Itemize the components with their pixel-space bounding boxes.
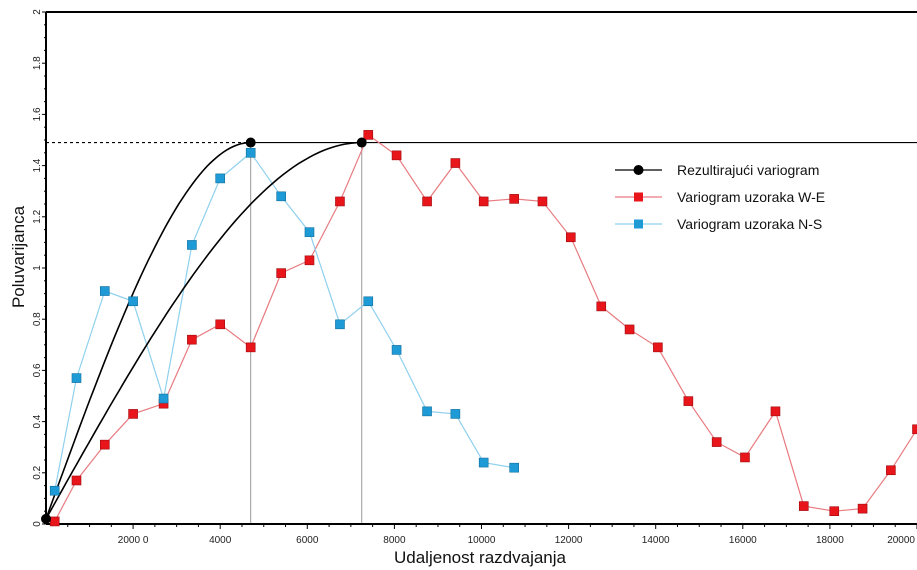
y-tick-label: 1 [32, 265, 43, 271]
series-ns-marker [128, 296, 138, 307]
y-tick-label: 1.4 [32, 158, 43, 172]
model-curve-long-range [45, 141, 362, 520]
series-we-marker [71, 475, 82, 486]
series-we-marker [711, 437, 722, 447]
y-tick-label: 0.6 [32, 363, 43, 377]
x-tick-label: 10000 [468, 535, 496, 546]
legend-marker [633, 165, 644, 175]
x-tick-label: 8000 [383, 535, 406, 546]
y-axis-label: Poluvarijanca [9, 205, 28, 308]
series-ns-marker [422, 406, 432, 417]
series-we-marker [128, 409, 138, 419]
series-we-marker [537, 196, 548, 207]
series-we-marker [857, 503, 868, 514]
x-tick-label: 4000 [209, 535, 232, 546]
series-we-marker [215, 319, 225, 330]
series-we-marker [99, 439, 110, 450]
model-curve-short-range [45, 141, 251, 520]
x-tick-label: 18000 [816, 535, 844, 546]
y-tick-label: 0 [32, 521, 43, 527]
legend: Rezultirajući variogram Variogram uzoraka… [615, 162, 825, 232]
model-point [356, 137, 367, 148]
series-ns-marker [187, 240, 197, 250]
series-we-marker [391, 150, 402, 161]
series-we-marker [478, 196, 489, 207]
series-ns-marker [158, 393, 169, 404]
x-tick-label: 16000 [729, 535, 757, 546]
series-we-marker [450, 158, 461, 168]
data-markers [41, 130, 917, 527]
series-we-marker [363, 130, 374, 140]
series-we-marker [886, 465, 896, 476]
series-we-marker [624, 324, 635, 335]
series-we-marker [596, 301, 607, 312]
series-we-marker [276, 268, 286, 278]
series-we-marker [653, 342, 663, 353]
x-tick-label: 14000 [642, 535, 670, 546]
series-we-marker [912, 424, 917, 435]
series-ns-marker [49, 485, 60, 496]
x-tick-label: 6000 [296, 535, 319, 546]
series-ns-marker [276, 191, 286, 202]
x-tick-label: 2000 0 [118, 535, 149, 546]
y-tick-label: 1.6 [32, 107, 43, 121]
series-ns-marker [335, 319, 345, 330]
series-ns-marker [450, 409, 461, 419]
legend-label: Variogram uzoraka W-E [677, 189, 825, 205]
y-tick-label: 0.2 [32, 465, 43, 479]
axes: 2000 0 4000 6000 8000 10000 12000 14000 16000 18… [32, 9, 917, 546]
series-we-marker [798, 501, 809, 511]
y-tick-label: 1.8 [32, 56, 43, 70]
series-ns-marker [304, 227, 315, 237]
series-ns-marker [215, 173, 225, 184]
legend-label: Rezultirajući variogram [677, 162, 819, 178]
series-we-marker [187, 334, 197, 345]
model-point [245, 137, 256, 148]
series-ns-marker [478, 457, 489, 468]
series-we-marker [829, 506, 840, 517]
y-tick-label: 0.8 [32, 312, 43, 326]
series-we-marker [509, 194, 519, 204]
legend-marker [634, 219, 643, 229]
data-lines [45, 133, 917, 524]
series-ns-marker [99, 286, 110, 296]
y-tick-label: 0.4 [32, 414, 43, 428]
legend-label: Variogram uzoraka N-S [677, 216, 822, 232]
model-point [41, 513, 51, 524]
series-we-marker [422, 196, 432, 207]
x-tick-label: 20000 [887, 535, 915, 546]
series-ns-marker [71, 373, 82, 383]
series-we-marker [335, 196, 345, 207]
series-ns-marker [509, 462, 519, 473]
series-ns-marker [245, 148, 256, 158]
legend-marker [634, 192, 643, 202]
series-we-marker [770, 406, 781, 417]
x-tick-label: 12000 [555, 535, 583, 546]
series-ns-marker [391, 345, 402, 355]
series-ns-marker [363, 296, 374, 307]
series-we-marker [683, 396, 694, 406]
series-we-marker [304, 255, 315, 266]
series-we-marker [245, 342, 256, 353]
x-axis-label: Udaljenost razdvajanja [394, 548, 567, 567]
series-we-marker [49, 516, 60, 527]
y-tick-label: 1.2 [32, 209, 43, 223]
y-tick-label: 2 [32, 9, 43, 15]
series-we-marker [565, 232, 576, 243]
series-we-marker [740, 452, 750, 463]
